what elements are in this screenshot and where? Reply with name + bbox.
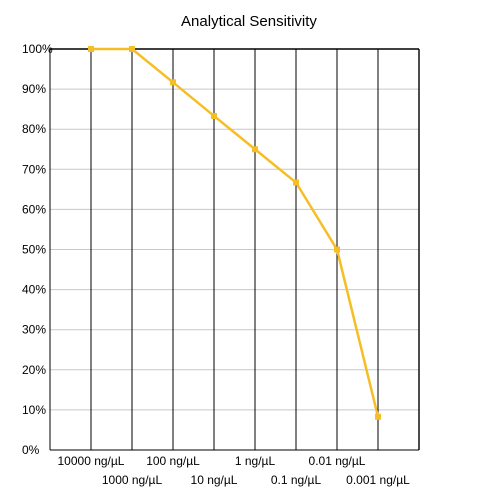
series-line xyxy=(91,47,380,418)
data-point xyxy=(252,146,258,153)
data-point xyxy=(88,46,94,52)
y-tick-label: 70% xyxy=(22,162,46,176)
data-point xyxy=(170,79,176,86)
y-tick-label: 50% xyxy=(22,243,46,257)
data-point xyxy=(129,46,135,52)
y-tick-label: 40% xyxy=(22,283,46,297)
data-point xyxy=(375,413,381,420)
y-tick-label: 0% xyxy=(22,443,40,457)
y-tick-label: 60% xyxy=(22,202,46,216)
series-layer xyxy=(88,46,381,420)
chart-title: Analytical Sensitivity xyxy=(181,13,317,30)
x-tick-label: 0.01 ng/µL xyxy=(309,454,366,468)
data-point xyxy=(211,112,217,119)
x-tick-label: 0.1 ng/µL xyxy=(271,473,322,487)
x-tick-label: 1000 ng/µL xyxy=(102,473,163,487)
grid-layer xyxy=(50,49,419,450)
data-point xyxy=(293,179,299,186)
y-tick-label: 20% xyxy=(22,363,46,377)
axis-layer xyxy=(49,48,420,451)
x-tick-label: 10000 ng/µL xyxy=(58,454,125,468)
x-tick-label: 1 ng/µL xyxy=(235,454,276,468)
y-tick-label: 90% xyxy=(22,82,46,96)
y-tick-label: 80% xyxy=(22,122,46,136)
tick-labels: 0% 10% 20% 30% 40% 50% 60% 70% 80% 90% 100% 10000 n… xyxy=(22,42,410,487)
data-point xyxy=(334,246,340,253)
x-tick-label: 10 ng/µL xyxy=(191,473,238,487)
y-tick-label: 30% xyxy=(22,323,46,337)
x-tick-label: 0.001 ng/µL xyxy=(346,473,410,487)
y-tick-label: 100% xyxy=(22,42,53,56)
x-tick-label: 100 ng/µL xyxy=(146,454,200,468)
y-tick-label: 10% xyxy=(22,403,46,417)
